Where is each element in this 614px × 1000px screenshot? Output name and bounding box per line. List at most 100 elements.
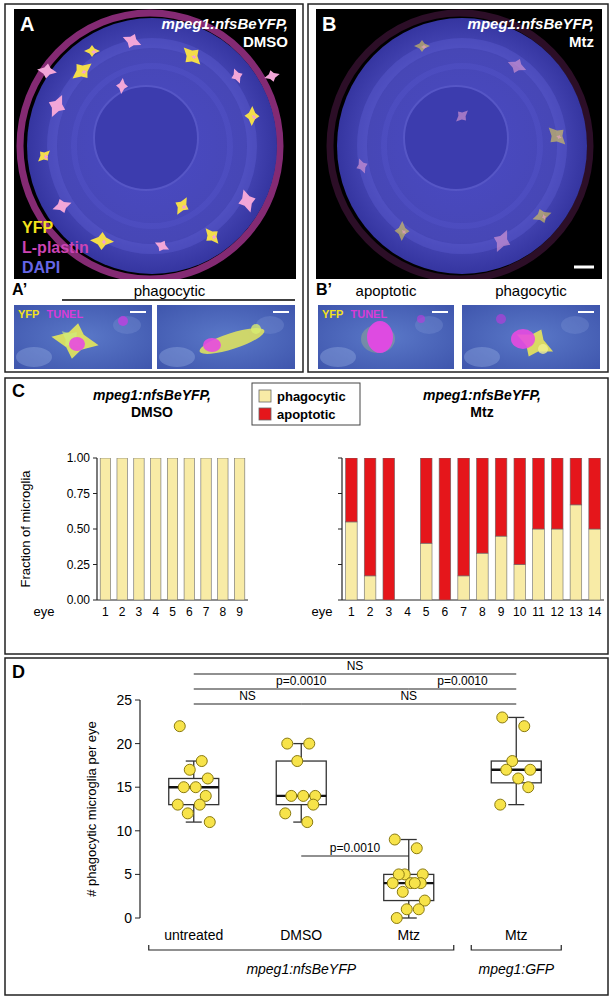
cell	[252, 115, 256, 119]
data-point	[501, 764, 512, 775]
bar-segment	[383, 458, 395, 600]
legend-label: apoptotic	[277, 407, 336, 422]
comparison-label: p=0.0010	[437, 674, 488, 688]
group-bracket	[471, 945, 561, 950]
inset-background	[462, 305, 600, 369]
y-tick	[338, 458, 342, 459]
eye-rim	[20, 13, 280, 279]
retina-layer	[384, 66, 540, 226]
bar-segment	[100, 458, 110, 459]
data-point	[292, 756, 303, 767]
data-point	[280, 808, 291, 819]
title-line: mpeg1:nfsBeYFP,	[468, 15, 594, 32]
cell	[175, 197, 188, 214]
y-tick-label: 1.00	[67, 451, 91, 465]
bar-segment	[117, 458, 127, 459]
data-point	[196, 756, 207, 767]
cell	[245, 106, 260, 126]
yfp-blob	[251, 324, 261, 334]
comparison-line	[409, 688, 517, 689]
y-tick	[135, 700, 140, 701]
cell	[456, 111, 468, 122]
inset-image	[14, 305, 152, 369]
cell	[395, 221, 410, 241]
y-tick	[338, 493, 342, 494]
cell	[90, 232, 114, 250]
bar-segment	[458, 458, 470, 576]
legend-label: phagocytic	[277, 389, 346, 404]
cell	[191, 55, 197, 59]
y-tick	[135, 830, 140, 831]
bar-segment	[495, 458, 507, 536]
legend-frame	[252, 383, 360, 425]
title-line: mpeg1:nfsBeYFP,	[93, 387, 211, 403]
inset-background	[157, 305, 295, 369]
channel-label: YFP	[22, 219, 53, 236]
cell	[38, 151, 50, 162]
inset-caption: phagocytic	[134, 282, 206, 299]
inset-image	[318, 305, 454, 369]
y-tick-label: 0.50	[67, 522, 91, 536]
bar-segment	[439, 458, 451, 600]
whisker	[408, 840, 409, 875]
panel-frame	[5, 658, 608, 995]
data-point	[194, 799, 205, 810]
y-tick	[93, 564, 97, 565]
data-point	[282, 738, 293, 749]
y-tick	[93, 529, 97, 530]
x-tick-label: 9	[498, 605, 505, 619]
bar-segment	[402, 600, 414, 601]
data-point	[495, 799, 506, 810]
panel-label: A’	[12, 281, 27, 298]
data-point	[409, 878, 420, 889]
bar-segment	[570, 505, 582, 600]
x-tick-label: 6	[442, 605, 449, 619]
y-tick-label: 0.75	[67, 487, 91, 501]
retina-layer	[52, 43, 252, 249]
y-tick-label: 0.25	[67, 558, 91, 572]
tunel-blob	[367, 321, 393, 353]
data-point	[411, 843, 422, 854]
bar-segment	[184, 458, 194, 459]
bar-segment	[364, 576, 376, 600]
title-line: Mtz	[470, 404, 493, 420]
whisker-cap	[401, 839, 417, 840]
title: mpeg1:nfsBeYFP,DMSO	[93, 387, 211, 420]
bars	[346, 458, 601, 600]
data-point	[308, 799, 319, 810]
cell	[206, 228, 219, 243]
bar-segment	[117, 458, 127, 600]
y-tick-label: 20	[116, 736, 132, 752]
x-tick-label: 13	[569, 605, 583, 619]
channel-label: YFP	[322, 308, 343, 320]
cell	[81, 70, 86, 74]
panel-label: D	[12, 662, 25, 682]
channel-label: L-plastin	[22, 239, 89, 256]
bar-segment	[533, 458, 545, 529]
x-tick-label: 10	[513, 605, 527, 619]
cell	[414, 40, 430, 52]
y-tick	[338, 529, 342, 530]
panel-label: A	[20, 13, 34, 35]
bar-segment	[514, 565, 526, 601]
data-point	[513, 773, 524, 784]
x-tick-label: 3	[136, 605, 143, 619]
cell	[356, 159, 367, 174]
cell	[53, 199, 72, 213]
caption-rule	[62, 299, 295, 301]
channel-label: DAPI	[22, 259, 60, 276]
bar-segment	[514, 458, 526, 565]
cell	[44, 154, 48, 159]
texture	[320, 347, 356, 367]
inset-caption: phagocytic	[495, 282, 567, 299]
bar-segment	[589, 458, 601, 529]
comparison-line	[194, 688, 409, 689]
x-tick-label: 12	[551, 605, 565, 619]
x-tick-label: Mtz	[505, 927, 528, 943]
channel-label: TUNEL	[47, 308, 84, 320]
y-tick	[93, 458, 97, 459]
whisker	[301, 805, 302, 822]
y-tick	[135, 743, 140, 744]
bars	[100, 458, 245, 600]
data-point	[174, 721, 185, 732]
